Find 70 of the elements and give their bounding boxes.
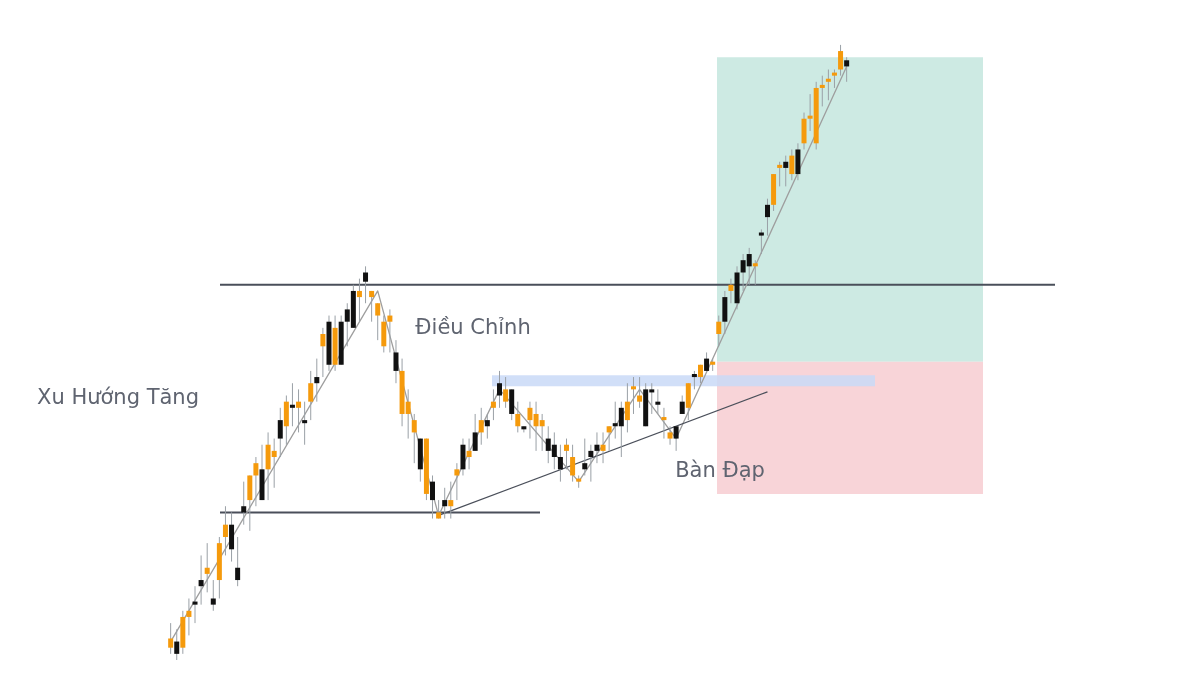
candlestick — [704, 351, 710, 372]
candlestick — [777, 161, 783, 187]
candlestick — [490, 388, 496, 421]
candlestick — [667, 425, 673, 446]
candlestick — [716, 315, 722, 347]
candlestick — [198, 554, 204, 606]
candlestick — [606, 425, 612, 452]
candlestick — [430, 474, 436, 520]
candlestick — [186, 598, 192, 636]
candlestick — [521, 425, 527, 433]
candlestick — [448, 481, 454, 520]
candlestick — [691, 370, 697, 390]
candlestick — [320, 327, 326, 378]
candlestick — [466, 438, 472, 470]
candlestick — [497, 370, 503, 409]
candlestick — [673, 425, 679, 452]
candlestick — [356, 278, 362, 323]
candlestick — [241, 481, 247, 526]
annotation: Điều Chỉnh — [415, 315, 531, 339]
candlestick — [594, 431, 600, 464]
annotation: Xu Hướng Tăng — [37, 385, 199, 409]
candlestick — [411, 413, 417, 464]
candlestick — [624, 382, 630, 433]
candlestick — [527, 401, 533, 440]
candlestick — [253, 456, 259, 507]
candlestick — [661, 407, 667, 440]
candlestick — [478, 407, 484, 446]
candlestick — [679, 395, 685, 415]
candlestick — [454, 462, 460, 501]
candlestick — [369, 290, 375, 323]
candlestick — [375, 302, 381, 341]
candlestick — [484, 413, 490, 440]
candlestick — [582, 438, 588, 476]
annotation: Bàn Đạp — [675, 458, 765, 482]
candlestick — [831, 69, 837, 89]
candlestick — [308, 370, 314, 421]
candlestick — [655, 388, 661, 415]
candlestick — [289, 382, 295, 427]
candlestick — [728, 278, 734, 304]
candlestick — [557, 444, 563, 483]
candlestick — [637, 376, 643, 409]
candlestick — [789, 148, 795, 181]
candlestick — [222, 505, 228, 556]
candlestick — [515, 401, 521, 433]
candlestick — [314, 358, 320, 403]
candlestick — [192, 585, 198, 624]
candlestick — [363, 265, 369, 304]
candlestick — [393, 339, 399, 384]
candlestick — [570, 444, 576, 483]
candlestick — [436, 499, 442, 520]
candlestick — [825, 69, 831, 101]
candlestick — [588, 444, 594, 483]
candlestick — [210, 579, 216, 612]
candlestick — [235, 536, 241, 587]
candlestick — [204, 542, 210, 593]
candlestick — [302, 401, 308, 446]
candlestick — [277, 407, 283, 458]
candlestick — [764, 198, 770, 237]
candlestick — [503, 376, 509, 409]
candlestick — [472, 413, 478, 452]
candlestick — [783, 155, 789, 187]
candlestick — [442, 487, 448, 520]
candlestick — [752, 259, 758, 286]
candlestick — [758, 228, 764, 255]
candlestick — [564, 438, 569, 470]
candlestick — [387, 308, 393, 353]
candlestick — [819, 75, 825, 107]
candlestick — [600, 431, 606, 464]
candlestick — [296, 388, 302, 433]
candlestick — [631, 376, 636, 415]
